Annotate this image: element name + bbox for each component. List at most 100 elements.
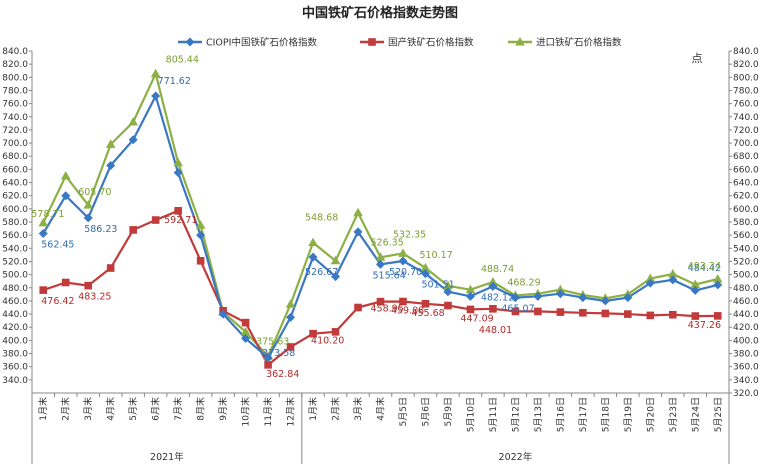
x-tick-label: 5月11日 — [488, 397, 499, 432]
data-point — [83, 213, 93, 223]
right-tick-label: 700.0 — [733, 139, 759, 149]
right-tick-label: 560.0 — [733, 231, 759, 241]
data-point — [173, 168, 183, 178]
right-tick-label: 740.0 — [733, 113, 759, 123]
right-tick-label: 420.0 — [733, 323, 759, 333]
data-point — [353, 207, 363, 217]
data-label: 771.62 — [158, 76, 191, 87]
data-point — [240, 326, 251, 336]
left-tick-label: 700.0 — [2, 139, 28, 149]
data-point — [510, 293, 520, 303]
data-point — [38, 229, 48, 239]
right-tick-label: 520.0 — [733, 257, 759, 267]
data-point — [645, 278, 655, 288]
right-tick-label: 620.0 — [733, 192, 759, 202]
data-point — [286, 312, 296, 322]
left-tick-label: 640.0 — [2, 179, 28, 189]
x-tick-label: 3月末 — [82, 397, 94, 421]
left-tick-label: 680.0 — [2, 152, 28, 162]
data-label: 493.34 — [688, 261, 721, 272]
data-point — [61, 278, 70, 287]
data-point — [39, 286, 48, 294]
left-tick-label: 820.0 — [2, 60, 28, 70]
series-lines — [42, 72, 719, 366]
data-point — [533, 291, 543, 301]
data-label: 482.12 — [481, 292, 514, 303]
x-tick-label: 5月6日 — [420, 397, 431, 426]
data-label: 548.68 — [305, 213, 338, 224]
right-tick-label: 400.0 — [733, 336, 759, 346]
x-tick-label: 6月末 — [150, 397, 162, 421]
data-label: 465.07 — [501, 304, 534, 315]
x-tick-label: 8月末 — [195, 397, 207, 421]
data-point — [668, 310, 677, 319]
x-tick-label: 5月16日 — [555, 397, 566, 432]
data-label: 458.95 — [371, 304, 404, 315]
data-point — [443, 280, 453, 290]
data-point — [195, 220, 206, 229]
data-label: 501.51 — [421, 280, 454, 291]
left-tick-label: 400.0 — [2, 336, 28, 346]
data-point — [713, 312, 722, 320]
data-point — [444, 301, 452, 310]
data-label: 592.71 — [164, 215, 197, 226]
data-point — [151, 216, 160, 224]
data-point — [308, 237, 318, 247]
legend: CIOPI中国铁矿石价格指数 国产铁矿石价格指数 进口铁矿石价格指数 — [178, 37, 622, 49]
data-point — [579, 308, 587, 317]
x-tick-label: 4月末 — [375, 397, 387, 421]
data-point — [241, 318, 250, 327]
data-point — [83, 200, 94, 209]
left-tick-label: 660.0 — [2, 165, 28, 175]
right-tick-label: 340.0 — [733, 376, 759, 386]
left-tick-label: 760.0 — [2, 100, 28, 110]
data-label: 526.35 — [371, 237, 404, 248]
data-point — [285, 299, 296, 308]
left-tick-label: 840.0 — [2, 47, 28, 57]
series-line — [42, 94, 719, 359]
data-point — [600, 296, 610, 306]
x-tick-label: 5月10日 — [465, 397, 476, 432]
data-label: 484.42 — [688, 263, 721, 274]
data-label: 476.42 — [41, 296, 74, 307]
data-point — [196, 257, 205, 265]
data-point — [331, 328, 340, 336]
x-tick-label: 5月23日 — [668, 397, 679, 432]
x-tick-label: 7月末 — [172, 397, 184, 421]
left-tick-label: 440.0 — [2, 310, 28, 320]
data-label: 510.17 — [419, 250, 452, 261]
data-point — [376, 259, 385, 269]
data-point — [375, 252, 386, 261]
x-tick-label: 5月17日 — [578, 397, 589, 432]
right-tick-label: 820.0 — [733, 60, 759, 70]
data-point — [601, 309, 610, 318]
data-point — [263, 353, 273, 363]
data-point — [465, 284, 476, 294]
x-tick-label: 5月13日 — [533, 397, 544, 432]
data-point — [331, 272, 341, 282]
data-point — [623, 293, 633, 303]
left-tick-label: 540.0 — [2, 244, 28, 254]
legend-marker — [185, 37, 195, 47]
x-tick-label: 1月末 — [37, 397, 49, 421]
left-tick-label: 600.0 — [2, 205, 28, 215]
left-tick-label: 460.0 — [2, 297, 28, 307]
data-point — [196, 230, 206, 240]
year-label: 2022年 — [499, 451, 533, 463]
data-label: 578.71 — [31, 209, 64, 220]
left-tick-label: 780.0 — [2, 86, 28, 96]
left-tick-label: 800.0 — [2, 73, 28, 83]
data-point — [420, 269, 430, 279]
x-tick-label: 10月末 — [240, 397, 252, 426]
data-point — [38, 217, 49, 227]
y-unit-label: 点 — [692, 52, 703, 65]
data-point — [466, 305, 475, 314]
data-label: 483.25 — [78, 292, 111, 303]
data-point — [511, 307, 520, 316]
data-point — [578, 293, 588, 303]
x-tick-label: 5月20日 — [645, 397, 656, 432]
data-point — [690, 279, 701, 288]
legend-label: 进口铁矿石价格指数 — [536, 37, 622, 49]
